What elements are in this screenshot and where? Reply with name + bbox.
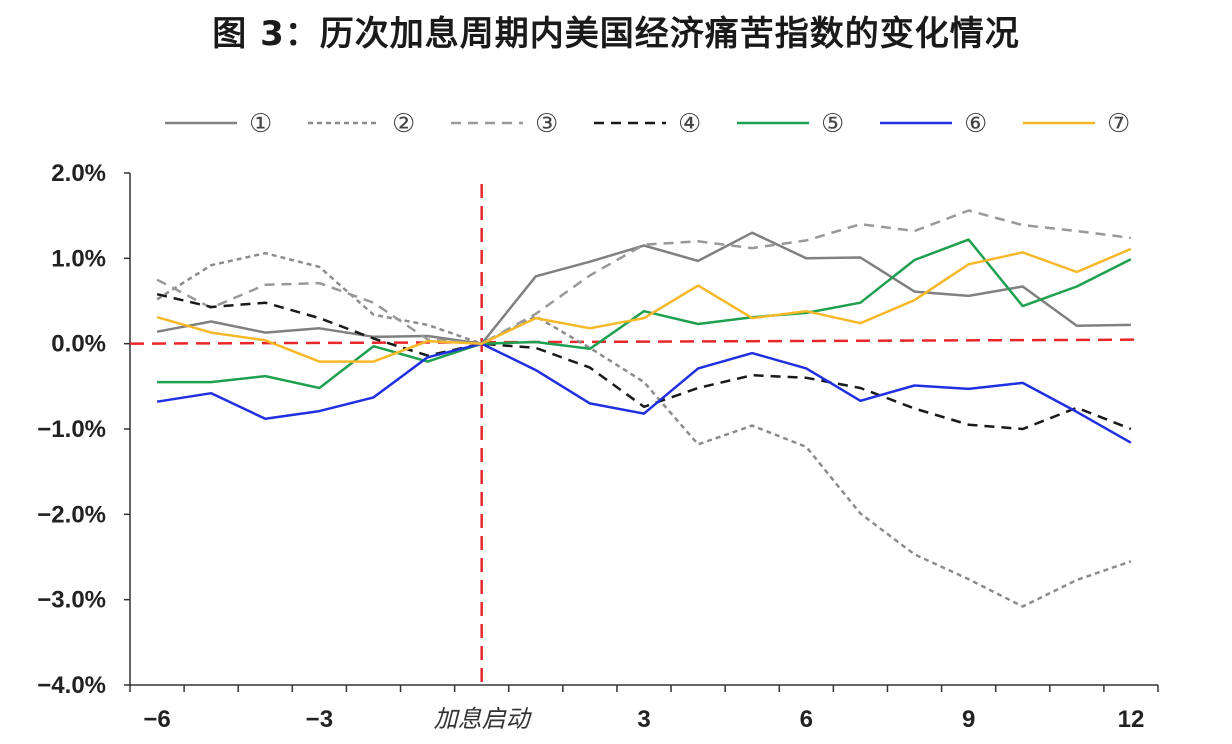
y-tick-label: 2.0%	[51, 160, 106, 187]
x-tick-label: 9	[962, 706, 975, 733]
legend-label: ⑦	[1107, 109, 1130, 139]
x-tick-label: 3	[637, 706, 650, 733]
legend-label: ③	[535, 109, 558, 139]
legend-label: ⑥	[964, 109, 987, 139]
legend-label: ④	[678, 109, 701, 139]
y-tick-label: −4.0%	[37, 672, 106, 699]
legend: ① ② ③ ④ ⑤ ⑥ ⑦	[165, 109, 1130, 139]
series-line-1	[156, 231, 1131, 345]
y-tick-label: −1.0%	[37, 416, 106, 443]
series-line-7	[156, 247, 1132, 363]
series-line-2	[156, 251, 1132, 608]
series-line-6	[156, 342, 1132, 444]
y-tick-label: −2.0%	[37, 501, 106, 528]
legend-label: ②	[392, 109, 415, 139]
axes: 2.0% 1.0% 0.0% −1.0% −2.0% −3.0% −4.0% −6 −3 加息启动…	[37, 160, 1159, 733]
chart-title: 图 3：历次加息周期内美国经济痛苦指数的变化情况	[212, 14, 1020, 54]
x-tick-label: 6	[800, 706, 813, 733]
y-tick-label: 0.0%	[51, 331, 106, 358]
y-tick-label: 1.0%	[51, 245, 106, 272]
x-tick-label: −3	[306, 706, 333, 733]
zero-reference-line	[129, 338, 1139, 345]
x-tick-label: 加息启动	[434, 705, 533, 733]
series-line-5	[157, 238, 1132, 390]
x-tick-label: 12	[1118, 706, 1145, 733]
series-line-4	[156, 292, 1132, 431]
series-line-3	[156, 209, 1132, 345]
y-tick-label: −3.0%	[37, 587, 106, 614]
legend-label: ⑤	[821, 109, 844, 139]
legend-label: ①	[249, 109, 272, 139]
series-lines	[156, 209, 1132, 608]
reference-lines	[129, 184, 1139, 685]
x-tick-label: −6	[143, 706, 170, 733]
